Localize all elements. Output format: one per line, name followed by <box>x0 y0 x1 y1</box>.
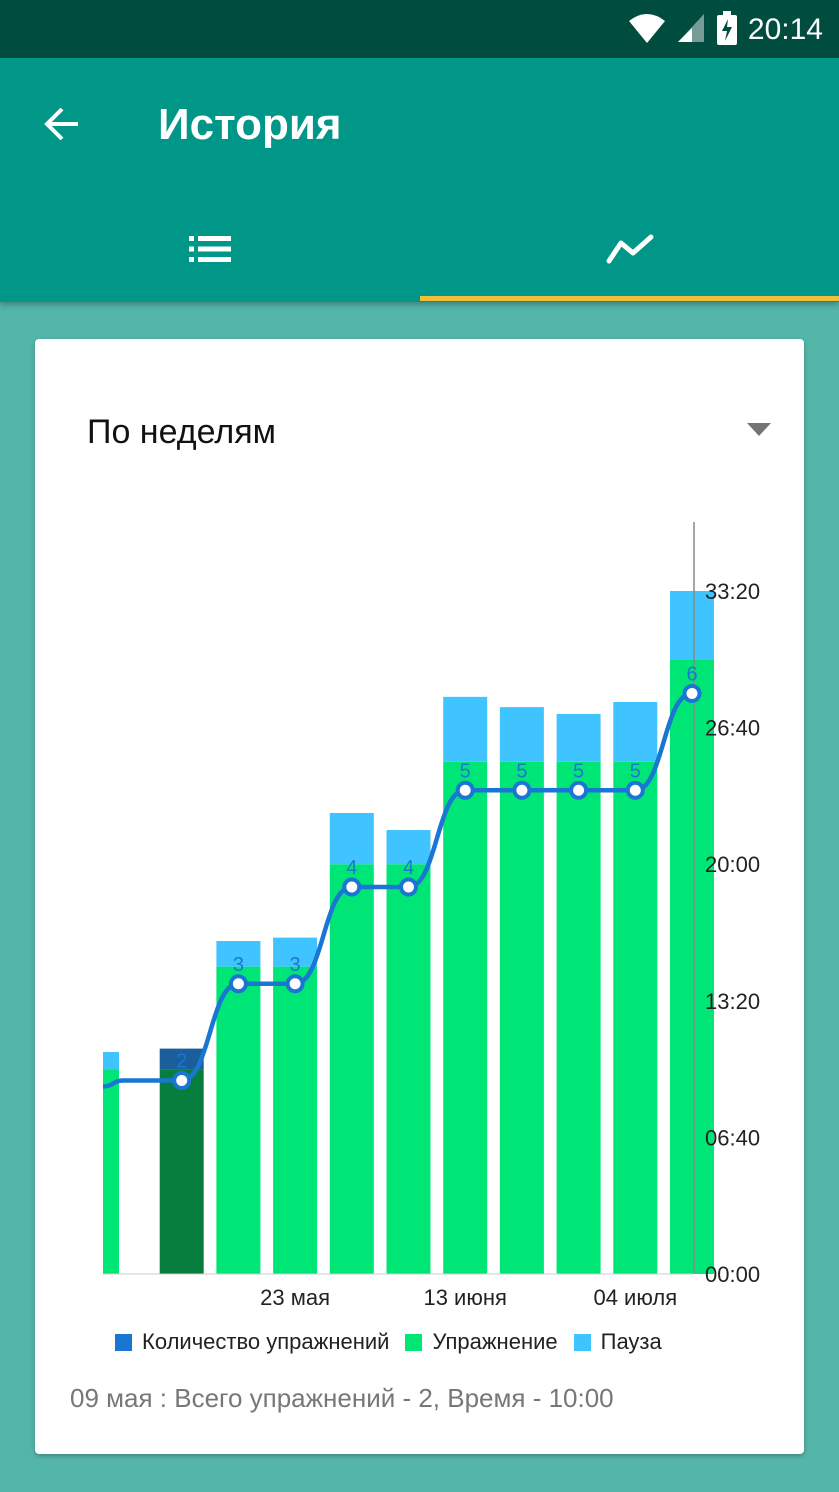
count-point <box>172 1071 192 1091</box>
legend-label-exercise: Упражнение <box>432 1329 558 1354</box>
count-data-label: 5 <box>573 760 584 782</box>
battery-charging-icon <box>716 10 738 50</box>
tab-list[interactable] <box>0 206 419 296</box>
pause-bar <box>273 937 318 967</box>
pause-bar <box>499 707 544 762</box>
count-data-label: 4 <box>403 857 414 879</box>
exercise-bar <box>443 761 488 1274</box>
count-data-label: 5 <box>630 760 641 782</box>
pause-bar <box>613 701 658 762</box>
exercise-bar <box>216 966 261 1274</box>
status-bar: 20:14 <box>0 0 839 58</box>
pause-bar <box>103 1052 119 1070</box>
legend-label-pause: Пауза <box>600 1329 662 1354</box>
count-point <box>625 780 645 800</box>
exercise-bar <box>670 659 714 1274</box>
y-tick-label: 20:00 <box>705 852 760 877</box>
exercise-bar <box>613 761 658 1274</box>
count-data-label: 4 <box>346 857 357 879</box>
trend-line-icon <box>605 233 655 270</box>
y-tick-label: 13:20 <box>705 989 760 1014</box>
legend-swatch-pause <box>573 1333 591 1351</box>
history-card: По неделям 00:00 06:40 13:20 20:00 26:40 33:2… <box>35 339 804 1454</box>
count-data-label: 5 <box>516 760 527 782</box>
exercise-bar <box>556 761 601 1274</box>
pause-bar <box>386 830 431 865</box>
count-point <box>342 877 362 897</box>
period-dropdown[interactable]: По неделям <box>87 407 771 463</box>
legend-swatch-count <box>115 1333 132 1351</box>
status-time: 20:14 <box>747 13 823 46</box>
exercise-bar <box>103 1069 119 1274</box>
y-tick-label: 06:40 <box>705 1125 760 1150</box>
legend-swatch-exercise <box>405 1333 423 1351</box>
legend-item-count: Количество упражнений <box>115 1329 389 1355</box>
arrow-back-icon <box>42 104 82 149</box>
count-point <box>399 877 418 897</box>
tab-chart[interactable] <box>420 206 839 296</box>
x-tick-label: 13 июня <box>423 1285 506 1310</box>
tab-indicator <box>420 296 839 301</box>
page-title: История <box>158 100 342 149</box>
count-point <box>569 780 589 800</box>
count-point <box>512 780 532 800</box>
y-tick-label: 33:20 <box>705 579 760 604</box>
pause-bar <box>216 941 261 967</box>
exercise-bar <box>386 864 431 1274</box>
count-data-label: 3 <box>290 954 301 976</box>
count-data-label: 5 <box>460 760 471 782</box>
count-point <box>682 684 702 704</box>
count-point <box>455 780 475 800</box>
exercise-bar <box>273 966 318 1274</box>
history-chart[interactable]: 00:00 06:40 13:20 20:00 26:40 33:20 23 мая 13 и… <box>35 339 804 1319</box>
x-tick-label: 04 июля <box>593 1285 677 1310</box>
count-point <box>285 974 305 994</box>
count-data-label: 6 <box>686 664 697 686</box>
selection-summary: 09 мая : Всего упражнений - 2, Время - 1… <box>70 1383 614 1413</box>
count-point <box>228 974 248 994</box>
period-selected-value: По неделям <box>87 413 276 451</box>
pause-bar <box>670 591 714 660</box>
legend-item-pause: Пауза <box>573 1329 662 1355</box>
y-tick-label: 26:40 <box>705 716 760 741</box>
list-icon <box>188 235 231 268</box>
exercise-bar <box>329 864 374 1274</box>
exercise-bar <box>499 761 544 1274</box>
pause-bar <box>159 1048 204 1070</box>
dropdown-arrow-icon <box>747 423 771 442</box>
x-tick-label: 23 мая <box>260 1285 330 1310</box>
pause-bar <box>556 713 601 762</box>
y-tick-label: 00:00 <box>705 1262 760 1287</box>
exercise-bar <box>159 1069 204 1274</box>
count-data-label: 2 <box>176 1051 187 1073</box>
cell-signal-icon <box>676 12 706 49</box>
wifi-icon <box>628 12 666 49</box>
chart-legend: Количество упражнений Упражнение Пауза <box>115 1329 678 1355</box>
app-bar: История <box>0 58 839 302</box>
count-data-label: 3 <box>233 954 244 976</box>
pause-bar <box>443 696 488 762</box>
pause-bar <box>329 812 374 865</box>
legend-label-count: Количество упражнений <box>142 1329 390 1354</box>
legend-item-exercise: Упражнение <box>405 1329 558 1355</box>
back-button[interactable] <box>34 98 90 154</box>
